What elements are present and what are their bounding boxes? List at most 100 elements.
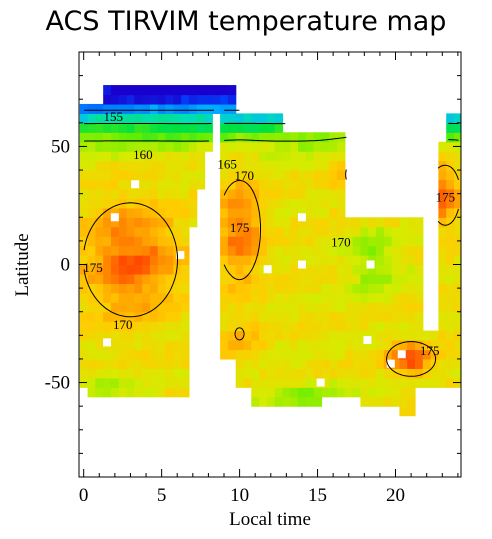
heatmap-cell bbox=[282, 311, 291, 322]
heatmap-cell bbox=[118, 292, 128, 303]
heatmap-cell bbox=[103, 122, 112, 133]
heatmap-cell bbox=[181, 188, 190, 199]
heatmap-cell bbox=[422, 368, 432, 379]
heatmap-cell bbox=[110, 302, 120, 313]
heatmap-cell bbox=[149, 311, 159, 322]
x-axis-ticks: 0 5 10 15 20 bbox=[79, 52, 459, 506]
heatmap-cell bbox=[110, 273, 120, 284]
heatmap-cell bbox=[313, 264, 323, 275]
heatmap-cell bbox=[337, 377, 346, 388]
heatmap-cell bbox=[95, 160, 104, 171]
heatmap-cell bbox=[149, 94, 159, 105]
heatmap-cell bbox=[142, 311, 151, 322]
heatmap-cell bbox=[313, 198, 323, 209]
heatmap-cell bbox=[282, 321, 291, 332]
heatmap-cell bbox=[173, 217, 182, 228]
chart-title: ACS TIRVIM temperature map bbox=[45, 6, 447, 37]
heatmap-cell bbox=[103, 330, 112, 341]
heatmap-cell bbox=[438, 264, 447, 275]
heatmap-cell bbox=[376, 273, 385, 284]
heatmap-cell bbox=[110, 368, 120, 379]
heatmap-cell bbox=[266, 311, 276, 322]
heatmap-cell bbox=[142, 132, 151, 143]
heatmap-cell bbox=[134, 245, 143, 256]
heatmap-cell bbox=[95, 311, 104, 322]
heatmap-cell bbox=[149, 188, 159, 199]
heatmap-cell bbox=[118, 349, 128, 360]
heatmap-cell bbox=[157, 245, 167, 256]
heatmap-cell bbox=[235, 217, 245, 228]
heatmap-cell bbox=[149, 283, 159, 294]
heatmap-cell bbox=[422, 349, 432, 360]
missing-data-gaps bbox=[103, 180, 406, 387]
heatmap-cell bbox=[118, 85, 128, 96]
heatmap-cell bbox=[438, 151, 447, 162]
heatmap-cell bbox=[227, 273, 237, 284]
heatmap-cell bbox=[173, 103, 182, 114]
heatmap-cell bbox=[110, 170, 120, 181]
heatmap-cell bbox=[298, 349, 307, 360]
heatmap-cell bbox=[149, 103, 159, 114]
heatmap-cell bbox=[446, 226, 455, 237]
heatmap-cell bbox=[298, 255, 307, 266]
heatmap-cell bbox=[290, 292, 299, 303]
heatmap-cell bbox=[235, 132, 245, 143]
heatmap-cell bbox=[95, 179, 104, 190]
heatmap-cell bbox=[126, 160, 135, 171]
heatmap-cell bbox=[329, 377, 338, 388]
heatmap-cell bbox=[415, 358, 424, 369]
heatmap-cell bbox=[149, 245, 159, 256]
heatmap-cell bbox=[103, 160, 112, 171]
heatmap-cell bbox=[438, 311, 447, 322]
heatmap-cell bbox=[235, 141, 245, 152]
heatmap-cell bbox=[165, 122, 174, 133]
heatmap-cell bbox=[149, 349, 159, 360]
heatmap-cell bbox=[165, 103, 174, 114]
heatmap-cell bbox=[274, 387, 284, 398]
heatmap-cell bbox=[259, 292, 268, 303]
heatmap-cell bbox=[142, 349, 151, 360]
heatmap-cell bbox=[235, 292, 245, 303]
heatmap-cell bbox=[243, 245, 252, 256]
heatmap-cell bbox=[87, 207, 96, 218]
heatmap-cell bbox=[274, 311, 284, 322]
heatmap-cell bbox=[118, 94, 128, 105]
y-axis-label: Latitude bbox=[12, 233, 33, 296]
heatmap-cell bbox=[157, 122, 167, 133]
heatmap-cell bbox=[188, 207, 198, 218]
heatmap-cell bbox=[251, 151, 260, 162]
heatmap-cell bbox=[95, 302, 104, 313]
heatmap-cell bbox=[235, 113, 245, 124]
heatmap-cell bbox=[149, 217, 159, 228]
heatmap-cell bbox=[95, 103, 104, 114]
heatmap-cell bbox=[321, 377, 330, 388]
heatmap-cell bbox=[282, 283, 291, 294]
heatmap-cell bbox=[157, 273, 167, 284]
heatmap-cell bbox=[204, 103, 213, 114]
heatmap-cell bbox=[305, 217, 315, 228]
heatmap-cell bbox=[165, 358, 174, 369]
heatmap-cell bbox=[446, 368, 455, 379]
heatmap-cell bbox=[259, 141, 268, 152]
heatmap-cell bbox=[103, 302, 112, 313]
heatmap-cell bbox=[305, 349, 315, 360]
heatmap-cell bbox=[407, 340, 416, 351]
heatmap-cell bbox=[181, 245, 190, 256]
heatmap-cell bbox=[235, 330, 245, 341]
heatmap-cell bbox=[383, 302, 393, 313]
heatmap-cell bbox=[344, 292, 354, 303]
heatmap-cell bbox=[329, 207, 338, 218]
heatmap-cell bbox=[103, 217, 112, 228]
heatmap-cell bbox=[399, 264, 408, 275]
heatmap-cell bbox=[453, 113, 461, 124]
heatmap-cell bbox=[360, 330, 369, 341]
heatmap-cell bbox=[220, 236, 229, 247]
heatmap-cell bbox=[274, 302, 284, 313]
heatmap-cell bbox=[103, 207, 112, 218]
heatmap-cell bbox=[181, 321, 190, 332]
x-axis-label: Local time bbox=[229, 509, 311, 530]
heatmap-cell bbox=[110, 349, 120, 360]
heatmap-cell bbox=[142, 179, 151, 190]
heatmap-cell bbox=[360, 340, 369, 351]
heatmap-cell bbox=[134, 85, 143, 96]
